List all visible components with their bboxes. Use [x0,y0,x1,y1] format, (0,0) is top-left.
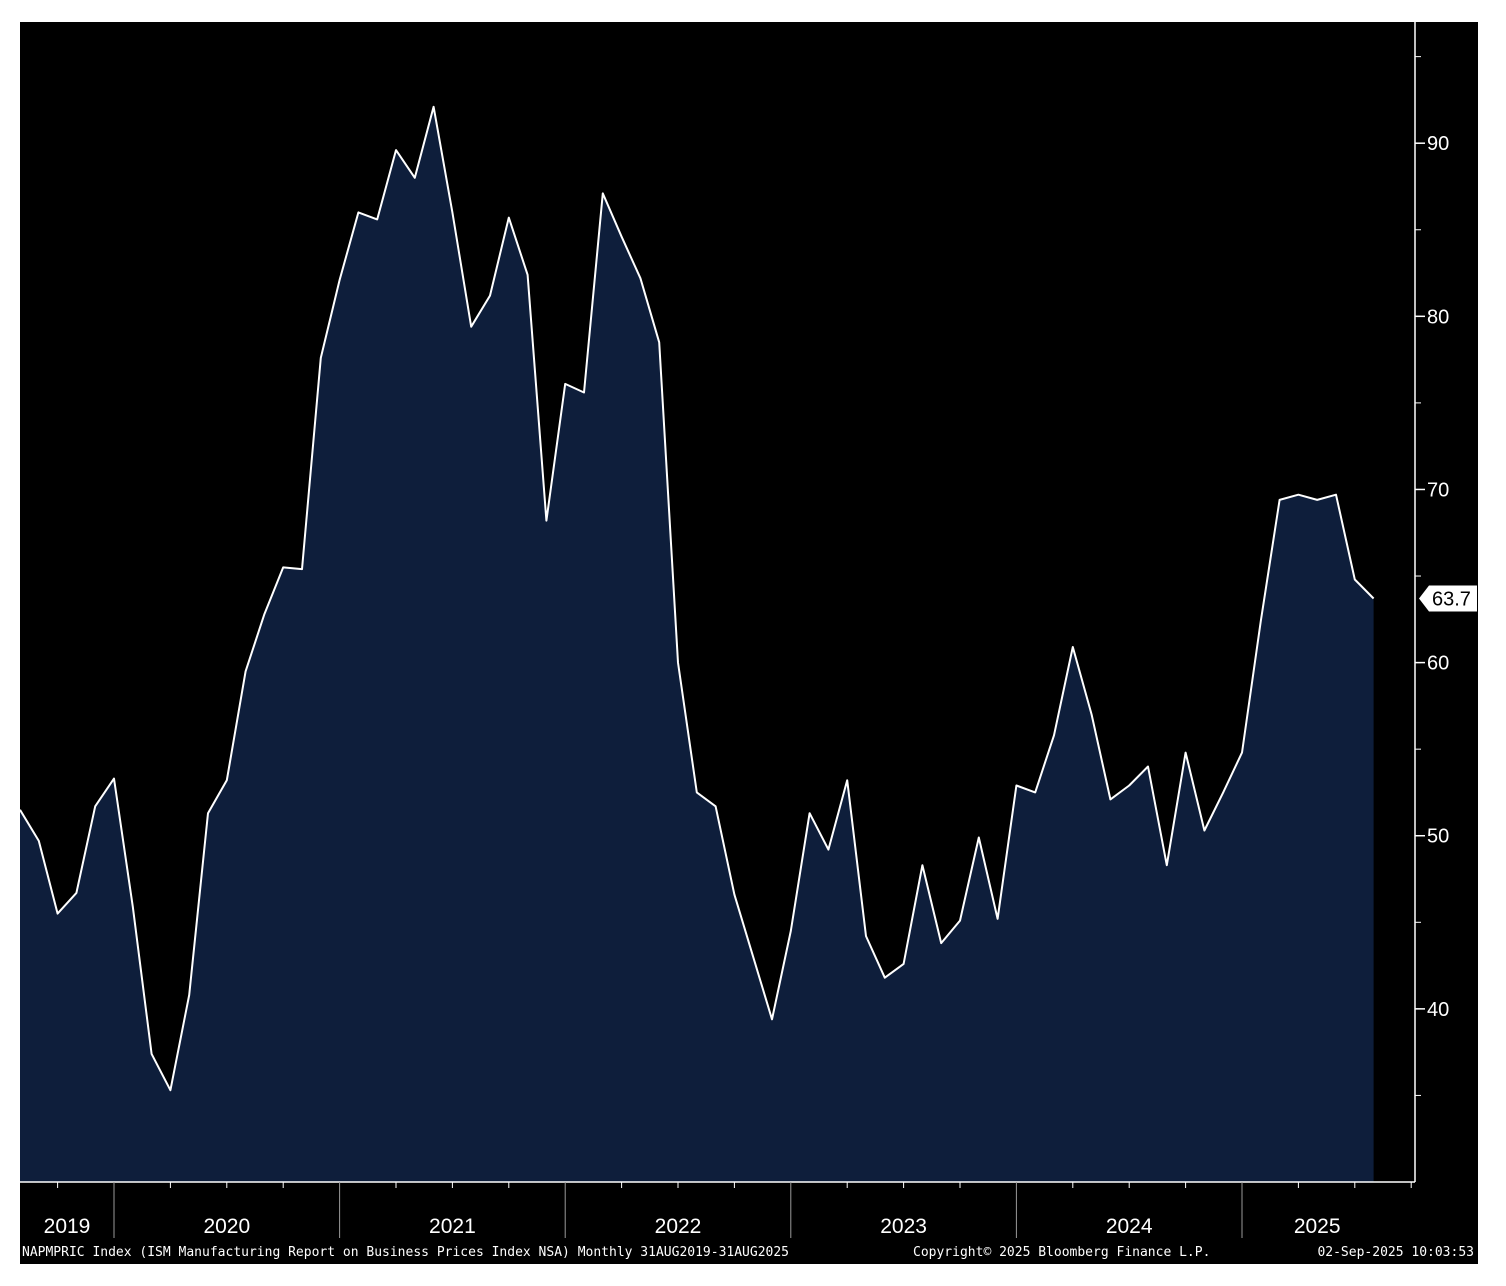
x-tick-label: 2023 [880,1215,927,1238]
y-tick-label: 90 [1427,133,1449,155]
footer-index-description: NAPMPRIC Index (ISM Manufacturing Report… [22,1245,790,1260]
footer-copyright: Copyright© 2025 Bloomberg Finance L.P. [913,1245,1211,1260]
x-tick-label: 2022 [655,1215,702,1238]
x-tick-label: 2025 [1294,1215,1341,1238]
chart-frame: 2019 2020 2021 2022 2023 2024 2025 90 80 70 60 50 40… [20,22,1478,1264]
x-tick-label: 2019 [44,1215,91,1238]
series-line [20,105,1375,1092]
footer-timestamp: 02-Sep-2025 10:03:53 [1317,1245,1474,1260]
x-tick-label: 2020 [203,1215,250,1238]
chart-svg: 2019 2020 2021 2022 2023 2024 2025 90 80 70 60 50 40… [20,22,1477,1238]
last-value-marker [1419,585,1477,612]
y-tick-label: 80 [1427,306,1449,328]
y-tick-label: 40 [1427,999,1449,1021]
series-area-fill [20,106,1374,1182]
y-tick-label: 50 [1427,826,1449,848]
y-tick-label: 60 [1427,653,1449,675]
x-tick-label: 2021 [429,1215,476,1238]
y-tick-label: 70 [1427,479,1449,501]
last-value-label: 63.7 [1432,589,1471,611]
x-tick-label: 2024 [1106,1215,1153,1238]
